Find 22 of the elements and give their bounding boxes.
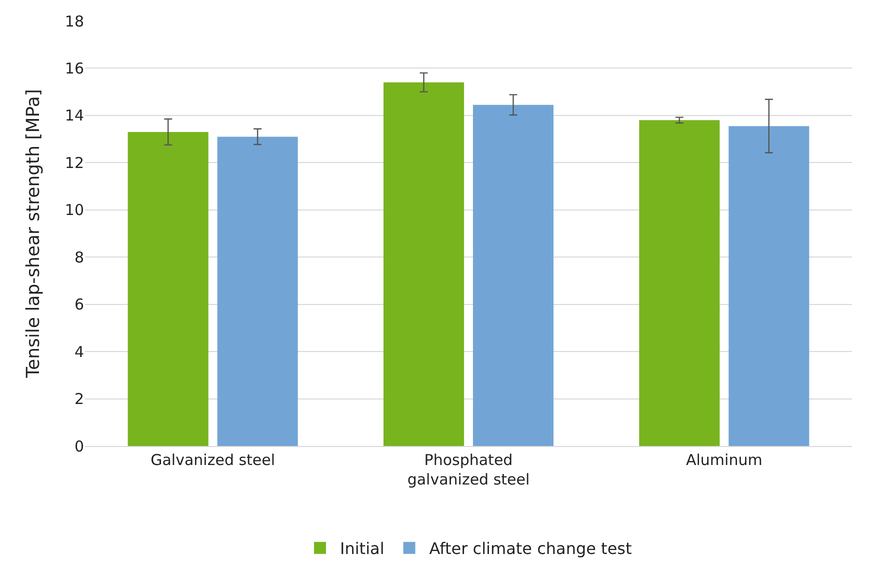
x-tick-label: Phosphated galvanized steel [407, 451, 530, 488]
y-tick-label: 12 [64, 154, 84, 172]
x-tick-label: Aluminum [686, 451, 762, 469]
y-tick-label: 8 [74, 248, 84, 266]
bar [383, 82, 464, 446]
bar [472, 104, 554, 446]
y-tick-label: 18 [64, 12, 84, 30]
y-tick-label: 10 [64, 201, 84, 220]
bar [128, 132, 208, 446]
y-tick-label: 4 [74, 342, 84, 361]
legend-label: After climate change test [429, 539, 632, 558]
y-tick-label: 2 [74, 390, 84, 408]
bar [639, 120, 720, 446]
y-tick-label: 6 [74, 296, 84, 314]
y-tick-label: 0 [74, 437, 84, 456]
y-tick-label: 14 [64, 106, 84, 125]
legend-label: Initial [340, 539, 384, 558]
y-axis-title: Tensile lap-shear strength [MPa] [23, 89, 44, 379]
bar [217, 136, 298, 446]
x-tick-label: Galvanized steel [150, 451, 276, 469]
y-tick-label: 16 [64, 59, 84, 78]
bar [728, 126, 810, 446]
